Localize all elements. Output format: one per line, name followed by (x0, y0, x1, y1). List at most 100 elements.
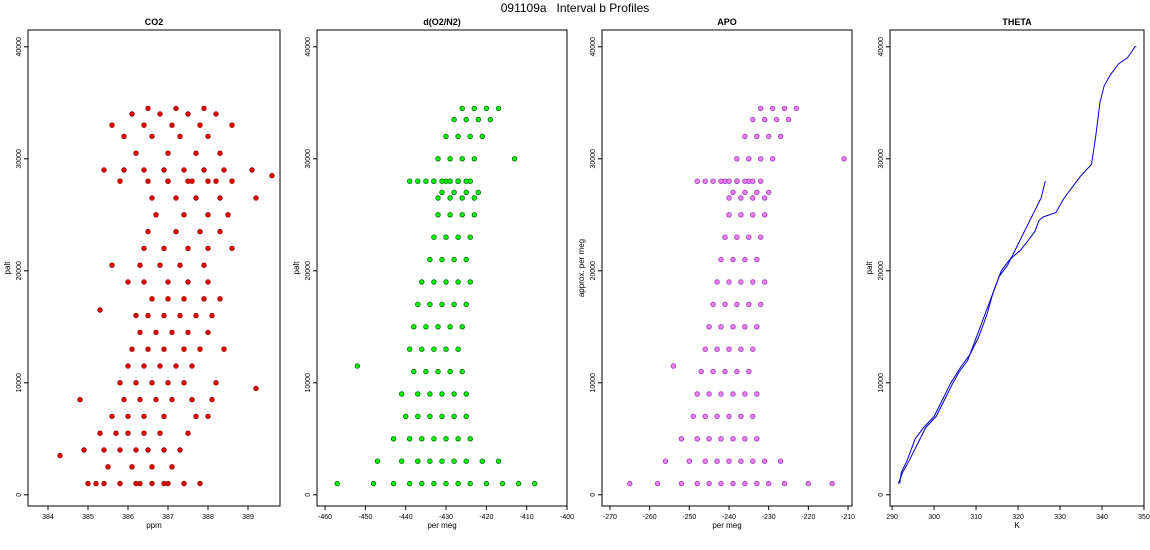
data-point (805, 480, 811, 487)
data-point (181, 212, 187, 218)
data-point (133, 447, 139, 453)
data-point (213, 380, 219, 386)
data-point (177, 312, 183, 319)
x-axis-label: K (1014, 521, 1020, 530)
data-point (153, 329, 159, 336)
data-point (181, 480, 187, 487)
data-point (702, 458, 708, 464)
data-point (165, 178, 171, 184)
data-point (403, 413, 409, 420)
data-point (181, 167, 187, 173)
data-point (467, 133, 473, 140)
data-point (742, 480, 748, 487)
y-tick-label: 20000 (305, 261, 312, 281)
data-point (169, 329, 175, 336)
data-point (113, 430, 119, 436)
data-point (483, 105, 490, 112)
data-point (439, 189, 445, 196)
data-point (149, 380, 155, 386)
data-point (407, 178, 413, 184)
data-point (161, 413, 167, 420)
series-line (899, 46, 1137, 484)
data-point (427, 413, 433, 420)
y-tick-label: 30000 (590, 149, 597, 169)
data-point (77, 396, 83, 403)
data-point (197, 480, 203, 487)
data-point (754, 133, 760, 140)
data-point (467, 234, 473, 240)
data-point (718, 391, 724, 397)
data-point (758, 301, 764, 308)
data-point (125, 363, 131, 369)
data-point (157, 430, 163, 436)
data-point (217, 195, 223, 201)
data-point (686, 458, 692, 464)
data-point (722, 301, 728, 308)
x-tick-label: 340 (1096, 514, 1108, 521)
data-point (742, 436, 748, 442)
data-point (165, 480, 171, 487)
data-point (435, 324, 441, 330)
data-point (161, 167, 167, 173)
data-point (201, 296, 207, 302)
data-point (185, 279, 191, 285)
data-point (407, 436, 413, 442)
y-tick-label: 40000 (590, 37, 597, 57)
data-point (754, 480, 760, 487)
data-point (455, 178, 461, 184)
data-point (427, 391, 433, 397)
data-point (229, 178, 235, 184)
data-point (117, 178, 123, 184)
y-tick-label: 10000 (878, 373, 885, 393)
data-point (690, 413, 696, 420)
data-point (451, 189, 457, 196)
data-point (334, 480, 340, 487)
data-point (738, 346, 744, 352)
data-point (109, 262, 115, 268)
data-point (217, 296, 223, 302)
data-point (627, 480, 633, 487)
data-point (714, 279, 720, 285)
x-axis-label: per meg (712, 521, 741, 530)
data-point (750, 279, 756, 285)
y-tick-label: 10000 (305, 373, 312, 393)
data-point (173, 105, 179, 112)
panel-title: CO2 (145, 17, 164, 27)
data-point (435, 368, 441, 375)
x-tick-label: -240 (722, 514, 736, 521)
data-point (746, 234, 752, 240)
data-point (205, 329, 211, 336)
data-point (475, 116, 481, 123)
data-point (209, 312, 215, 319)
data-point (726, 178, 732, 184)
data-point (738, 279, 744, 285)
data-point (439, 178, 445, 184)
data-point (141, 430, 147, 436)
data-point (153, 212, 159, 218)
data-point (435, 212, 441, 218)
data-point (467, 436, 473, 442)
data-point (532, 480, 538, 487)
data-point (197, 346, 203, 352)
data-point (459, 195, 465, 201)
data-point (714, 346, 720, 352)
data-point (702, 413, 708, 420)
data-point (487, 116, 494, 123)
x-tick-label: 290 (886, 514, 898, 521)
data-point (197, 228, 203, 235)
data-point (451, 391, 457, 397)
data-point (253, 385, 259, 392)
data-point (129, 111, 135, 117)
data-point (746, 156, 752, 162)
data-point (129, 346, 135, 352)
data-point (471, 195, 477, 201)
data-point (105, 464, 111, 470)
data-point (714, 458, 720, 464)
data-point (738, 195, 744, 201)
data-point (758, 105, 764, 112)
data-point (726, 413, 732, 420)
data-point (173, 363, 179, 369)
data-point (145, 447, 151, 453)
y-tick-label: 30000 (305, 149, 312, 169)
